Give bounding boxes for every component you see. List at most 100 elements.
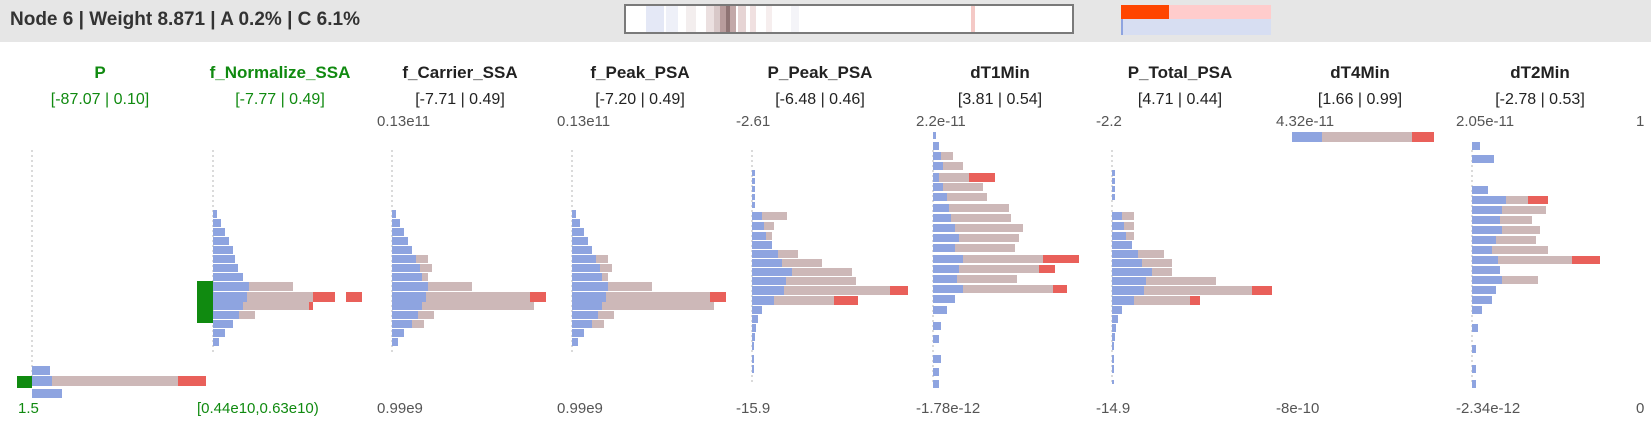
hist-bar-grey: [786, 277, 856, 285]
axis-top-label: 2.05e-11: [1456, 113, 1515, 130]
hist-bar-blue: [933, 173, 939, 182]
hist-bar-blue: [572, 273, 602, 281]
hist-bar-blue: [392, 219, 400, 227]
hist-bar-red: [1252, 286, 1272, 295]
hist-bar-grey: [955, 224, 1023, 232]
hist-bar-blue: [32, 366, 50, 375]
hist-bar-grey: [418, 311, 434, 319]
axis-bottom-label: 1.5: [18, 400, 39, 417]
hist-bar-blue: [1112, 324, 1116, 332]
hist-bar-red: [834, 296, 858, 305]
hist-bar-blue: [572, 302, 602, 310]
hist-bar-blue: [1472, 155, 1494, 163]
column-header[interactable]: f_Normalize_SSA: [209, 63, 351, 82]
hist-bar-blue: [1112, 186, 1115, 192]
hist-bar-blue: [752, 232, 766, 240]
hist-bar-grey: [774, 296, 834, 305]
hist-bar-grey: [1146, 277, 1216, 285]
hist-bar-blue: [752, 250, 778, 258]
hist-bar-blue: [933, 162, 943, 170]
hist-bar-grey: [949, 204, 1009, 212]
hist-bar-grey: [959, 234, 1019, 242]
hist-bar-blue: [213, 237, 229, 245]
hist-bar-blue: [1112, 259, 1142, 267]
hist-bar-red: [890, 286, 908, 295]
hist-bar-grey: [1152, 268, 1172, 276]
hist-bar-blue: [752, 277, 786, 285]
hist-bar-red: [1412, 132, 1434, 142]
hist-bar-blue: [392, 338, 398, 346]
hist-bar-blue: [933, 355, 941, 363]
hist-bar-blue: [1472, 256, 1498, 264]
column-range: [-87.07 | 0.10]: [50, 91, 150, 108]
column-header[interactable]: dT2Min: [1510, 63, 1570, 82]
hist-bar-blue: [1112, 342, 1114, 350]
axis-top-label: 1: [1636, 113, 1645, 130]
column-header[interactable]: f_Carrier_SSA: [402, 63, 518, 82]
column-range: [-7.71 | 0.49]: [415, 91, 505, 108]
hist-bar-blue: [933, 234, 959, 242]
hist-bar-grey: [943, 162, 963, 170]
column-header[interactable]: dT1Min: [970, 63, 1030, 82]
hist-bar-grey: [1498, 256, 1572, 264]
hist-bar-blue: [1112, 306, 1122, 314]
hist-bar-blue: [1112, 222, 1124, 230]
hist-bar-blue: [1112, 277, 1146, 285]
hist-bar-grey: [778, 250, 798, 258]
hist-bar-red: [178, 376, 206, 386]
hist-bar-blue: [213, 264, 238, 272]
hist-bar-blue: [213, 302, 243, 310]
column-range: [-6.48 | 0.46]: [775, 91, 865, 108]
axis-top-label: -2.61: [736, 113, 771, 130]
hist-bar-blue: [392, 320, 412, 328]
hist-bar-blue: [213, 228, 225, 236]
hist-bar-blue: [1472, 206, 1502, 214]
hist-bar-red: [969, 173, 995, 182]
hist-bar-grey: [764, 222, 774, 230]
distribution-strip[interactable]: [624, 4, 1074, 34]
hist-bar-grey: [1142, 259, 1172, 267]
column-header[interactable]: P: [94, 63, 106, 82]
hist-bar-blue: [752, 365, 754, 373]
hist-bar-blue: [933, 255, 963, 263]
hist-bar-grey: [243, 302, 309, 310]
hist-bar-blue: [752, 170, 755, 176]
hist-bar-grey: [239, 311, 255, 319]
hist-bar-red: [1053, 285, 1067, 293]
hist-bar-blue: [1112, 212, 1122, 220]
hist-bar-blue: [1472, 306, 1482, 314]
hist-bar-blue: [752, 315, 758, 323]
axis-top-label: 0.13e11: [377, 113, 431, 130]
hist-bar-red: [346, 292, 362, 302]
hist-bar-blue: [213, 219, 221, 227]
hist-bar-grey: [1126, 232, 1134, 240]
axis-bottom-label: 0.99e9: [557, 400, 603, 417]
hist-bar-grey: [951, 214, 1011, 222]
hist-bar-blue: [752, 355, 754, 363]
hist-bar-blue: [392, 264, 420, 272]
hist-bar-grey: [1502, 276, 1538, 284]
hist-bar-blue: [933, 152, 941, 160]
hist-bar-grey: [249, 282, 293, 291]
class-distribution-mini: [1121, 5, 1271, 35]
hist-bar-grey: [247, 292, 313, 302]
hist-bar-grey: [943, 183, 983, 191]
column-header[interactable]: dT4Min: [1330, 63, 1390, 82]
column-header[interactable]: P_Total_PSA: [1127, 63, 1233, 82]
header-bar: Node 6 | Weight 8.871 | A 0.2% | C 6.1%: [0, 0, 1651, 42]
hist-bar-blue: [1472, 365, 1476, 373]
column-header[interactable]: f_Peak_PSA: [590, 63, 690, 82]
hist-bar-blue: [933, 335, 939, 343]
hist-bar-blue: [1472, 142, 1480, 150]
axis-bottom-label: -14.9: [1096, 400, 1131, 417]
hist-bar-red: [1039, 265, 1055, 273]
hist-bar-grey: [1496, 236, 1536, 244]
hist-bar-blue: [392, 311, 418, 319]
column-header[interactable]: P_Peak_PSA: [767, 63, 873, 82]
hist-bar-blue: [572, 311, 598, 319]
hist-bar-grey: [416, 255, 428, 263]
hist-bar-blue: [933, 380, 939, 388]
hist-bar-blue: [752, 296, 774, 305]
hist-bar-blue: [392, 237, 408, 245]
hist-bar-blue: [752, 306, 762, 314]
